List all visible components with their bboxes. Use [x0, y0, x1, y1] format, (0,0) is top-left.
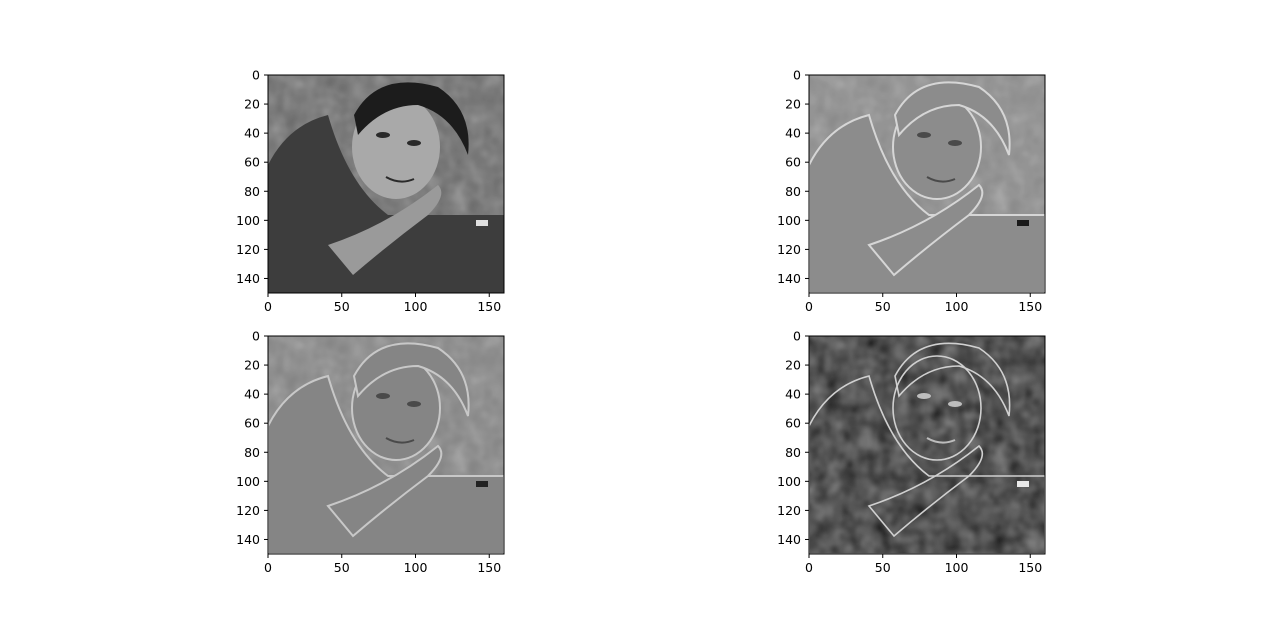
y-tick-label: 60	[244, 155, 260, 170]
x-tick-label: 50	[875, 560, 891, 575]
y-tick-label: 80	[244, 184, 260, 199]
y-tick-label: 0	[793, 68, 801, 83]
x-tick-label: 150	[477, 299, 501, 314]
axes-frame	[808, 74, 1046, 294]
y-tick-label: 100	[236, 474, 260, 489]
x-tick-label: 0	[805, 299, 813, 314]
y-tick-label: 20	[785, 358, 801, 373]
y-tick-label: 60	[244, 416, 260, 431]
x-tick-label: 150	[477, 560, 501, 575]
x-tick-label: 100	[945, 299, 969, 314]
y-tick-label: 40	[785, 126, 801, 141]
x-tick-label: 100	[404, 560, 428, 575]
x-tick-label: 50	[875, 299, 891, 314]
y-tick-label: 80	[785, 184, 801, 199]
y-tick-label: 120	[236, 242, 260, 257]
y-tick-label: 100	[236, 213, 260, 228]
y-tick-label: 20	[244, 97, 260, 112]
y-tick-label: 60	[785, 155, 801, 170]
x-tick-label: 150	[1018, 560, 1042, 575]
sobel-y-panel: 0 50 100 150 0 20 40 60 80 100 120 140	[236, 329, 505, 575]
y-tick-label: 0	[252, 68, 260, 83]
y-tick-label: 20	[244, 358, 260, 373]
y-tick-label: 40	[785, 387, 801, 402]
y-tick-label: 140	[777, 532, 801, 547]
y-tick-label: 100	[777, 474, 801, 489]
y-tick-label: 100	[777, 213, 801, 228]
edge-magnitude-image	[809, 336, 1045, 554]
y-tick-label: 140	[777, 271, 801, 286]
y-tick-label: 40	[244, 387, 260, 402]
y-tick-label: 60	[785, 416, 801, 431]
sobel-x-image	[809, 75, 1045, 293]
y-tick-label: 20	[785, 97, 801, 112]
x-tick-label: 100	[945, 560, 969, 575]
x-tick-label: 100	[404, 299, 428, 314]
axes-frame	[267, 74, 505, 294]
axes-frame	[267, 335, 505, 555]
y-tick-label: 120	[777, 242, 801, 257]
edge-magnitude-panel: 0 50 100 150 0 20 40 60 80 100 120 140	[777, 329, 1046, 575]
y-tick-label: 80	[785, 445, 801, 460]
photo-image	[268, 75, 504, 293]
sobel-x-panel: 0 50 100 150 0 20 40 60 80 100 120 140	[777, 68, 1046, 314]
y-tick-label: 0	[252, 329, 260, 344]
y-tick-label: 80	[244, 445, 260, 460]
panels-layer: 0 50 100 150 0 20 40 60 80 100 120 140 0 50 100 150 0 20 4…	[236, 68, 1046, 575]
x-tick-label: 150	[1018, 299, 1042, 314]
x-tick-label: 0	[805, 560, 813, 575]
x-tick-label: 50	[334, 299, 350, 314]
y-tick-label: 140	[236, 532, 260, 547]
axes-frame	[808, 335, 1046, 555]
y-tick-label: 140	[236, 271, 260, 286]
y-tick-label: 40	[244, 126, 260, 141]
y-tick-label: 120	[777, 503, 801, 518]
y-tick-label: 0	[793, 329, 801, 344]
sobel-y-image	[268, 336, 504, 554]
x-tick-label: 50	[334, 560, 350, 575]
x-tick-label: 0	[264, 560, 272, 575]
x-tick-label: 0	[264, 299, 272, 314]
photo-panel: 0 50 100 150 0 20 40 60 80 100 120 140	[236, 68, 505, 314]
y-tick-label: 120	[236, 503, 260, 518]
